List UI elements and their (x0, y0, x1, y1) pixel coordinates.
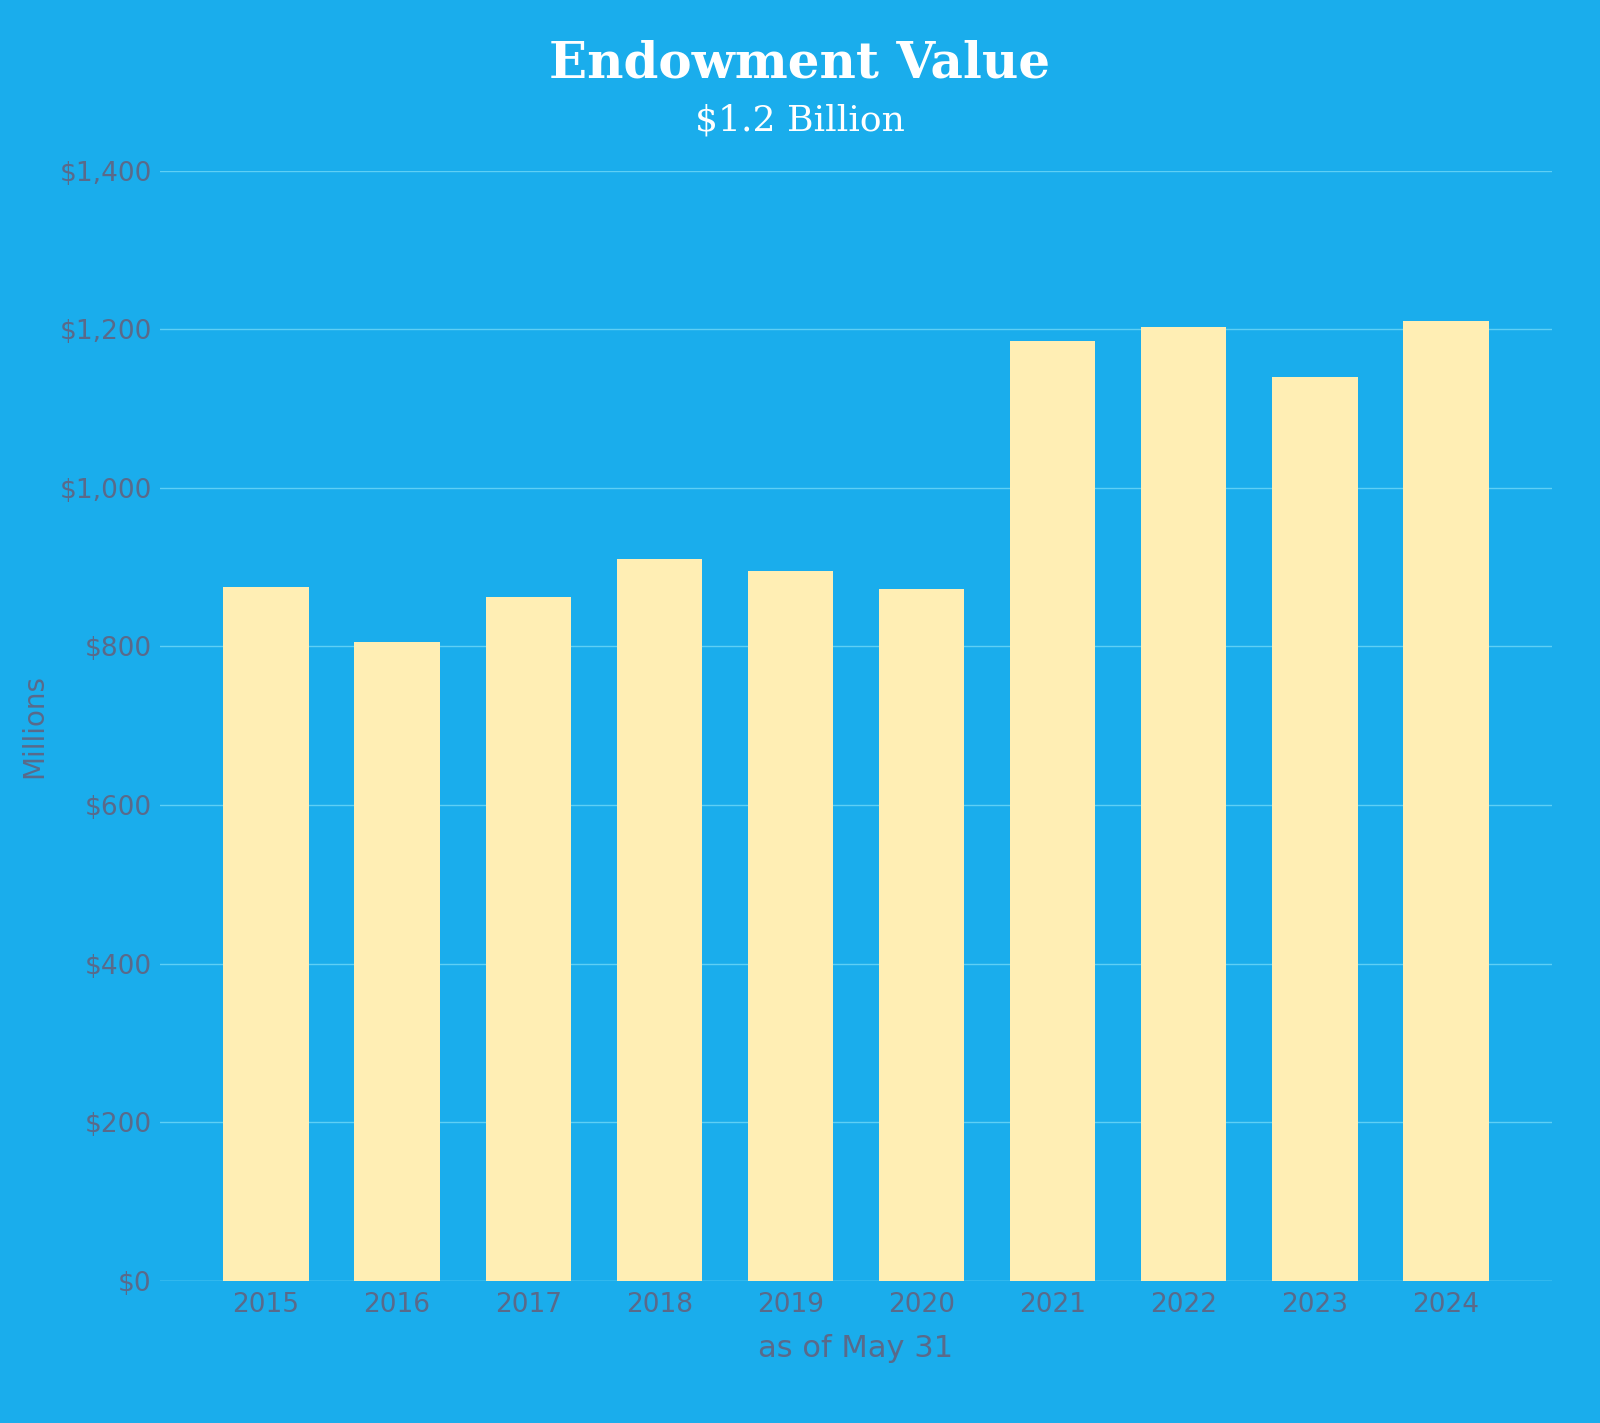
Bar (616, 559, 702, 1281)
Text: Endowment Value: Endowment Value (549, 40, 1051, 88)
Bar (224, 586, 309, 1281)
Y-axis label: Millions: Millions (21, 673, 48, 778)
Bar (1403, 322, 1488, 1281)
Bar (878, 589, 965, 1281)
Bar (1010, 342, 1096, 1281)
Bar (1272, 377, 1357, 1281)
Bar (747, 571, 834, 1281)
Bar (355, 643, 440, 1281)
X-axis label: as of May 31: as of May 31 (758, 1335, 954, 1363)
Bar (1141, 327, 1227, 1281)
Text: $1.2 Billion: $1.2 Billion (694, 104, 906, 138)
Bar (485, 596, 571, 1281)
